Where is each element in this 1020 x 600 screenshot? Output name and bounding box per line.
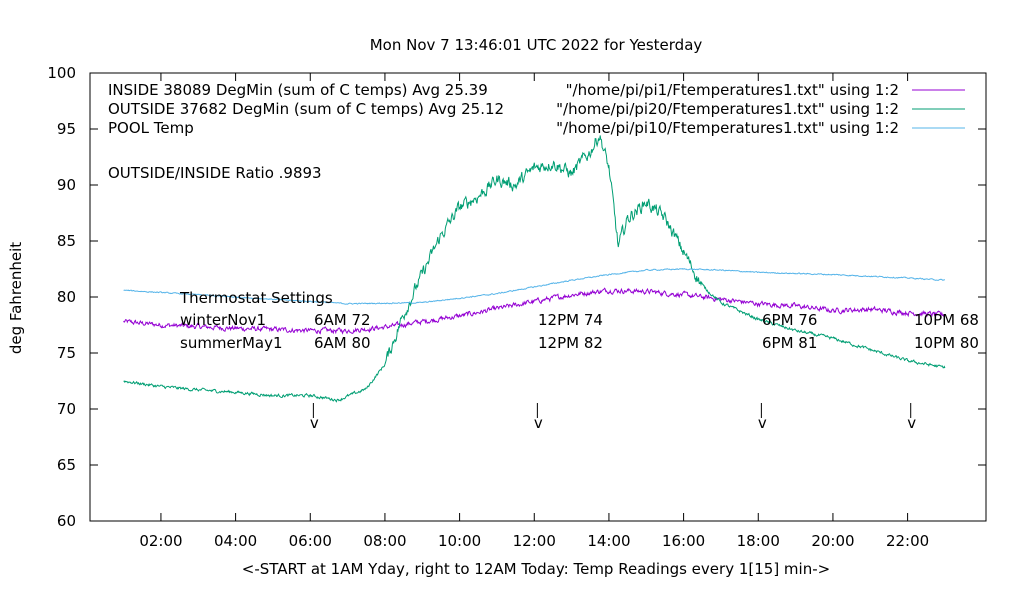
series-line-1 bbox=[123, 135, 946, 403]
series-line-2 bbox=[123, 268, 945, 305]
arrow-head: v bbox=[310, 414, 319, 432]
x-tick-label: 16:00 bbox=[662, 532, 705, 550]
x-axis-label: <-START at 1AM Yday, right to 12AM Today… bbox=[242, 560, 830, 578]
annotation-text: 6AM 72 bbox=[314, 311, 371, 329]
x-tick-label: 14:00 bbox=[587, 532, 630, 550]
y-tick-label: 90 bbox=[57, 176, 76, 194]
annotation-text: 12PM 82 bbox=[538, 334, 603, 352]
y-tick-label: 65 bbox=[57, 456, 76, 474]
x-tick-label: 12:00 bbox=[513, 532, 556, 550]
annotation-text: summerMay1 bbox=[180, 334, 283, 352]
legend-name: POOL Temp bbox=[108, 119, 194, 137]
annotation-text: 10PM 80 bbox=[914, 334, 979, 352]
y-tick-label: 70 bbox=[57, 400, 76, 418]
legend-name: OUTSIDE 37682 DegMin (sum of C temps) Av… bbox=[108, 100, 504, 118]
annotation-text: winterNov1 bbox=[180, 311, 266, 329]
annotation-layer: OUTSIDE/INSIDE Ratio .9893 Thermostat Set… bbox=[108, 164, 979, 432]
y-tick-label: 100 bbox=[47, 64, 76, 82]
annotation-text: 6PM 76 bbox=[762, 311, 817, 329]
x-tick-label: 22:00 bbox=[886, 532, 929, 550]
y-tick-label: 75 bbox=[57, 344, 76, 362]
arrow-head: v bbox=[758, 414, 767, 432]
arrow-head: v bbox=[907, 414, 916, 432]
chart-title: Mon Nov 7 13:46:01 UTC 2022 for Yesterda… bbox=[370, 36, 703, 54]
x-tick-label: 20:00 bbox=[811, 532, 854, 550]
annotation-text: 12PM 74 bbox=[538, 311, 603, 329]
y-tick-label: 80 bbox=[57, 288, 76, 306]
y-tick-label: 95 bbox=[57, 120, 76, 138]
annotation-text: 6PM 81 bbox=[762, 334, 817, 352]
x-tick-label: 18:00 bbox=[737, 532, 780, 550]
series-line-0 bbox=[123, 287, 946, 335]
series-layer bbox=[123, 135, 946, 403]
x-tick-label: 08:00 bbox=[363, 532, 406, 550]
axes-layer: 60 65 70 75 80 85 90 95 100 02:00 04:00 06:00 08:00 1… bbox=[47, 64, 986, 550]
annotation-text: 6AM 80 bbox=[314, 334, 371, 352]
y-tick-label: 85 bbox=[57, 232, 76, 250]
annotation-text: 10PM 68 bbox=[914, 311, 979, 329]
legend-source: "/home/pi/pi20/Ftemperatures1.txt" using… bbox=[556, 100, 899, 118]
legend-name: INSIDE 38089 DegMin (sum of C temps) Avg… bbox=[108, 81, 488, 99]
x-tick-label: 06:00 bbox=[289, 532, 332, 550]
legend-source: "/home/pi/pi1/Ftemperatures1.txt" using … bbox=[566, 81, 899, 99]
annotation-text: Thermostat Settings bbox=[179, 289, 333, 307]
arrow-head: v bbox=[534, 414, 543, 432]
x-tick-label: 10:00 bbox=[438, 532, 481, 550]
y-axis-label: deg Fahrenheit bbox=[7, 242, 25, 354]
x-tick-label: 04:00 bbox=[214, 532, 257, 550]
legend: INSIDE 38089 DegMin (sum of C temps) Avg… bbox=[108, 81, 965, 137]
y-tick-label: 60 bbox=[57, 512, 76, 530]
annotation-text: OUTSIDE/INSIDE Ratio .9893 bbox=[108, 164, 322, 182]
legend-source: "/home/pi/pi10/Ftemperatures1.txt" using… bbox=[556, 119, 899, 137]
x-tick-label: 02:00 bbox=[139, 532, 182, 550]
